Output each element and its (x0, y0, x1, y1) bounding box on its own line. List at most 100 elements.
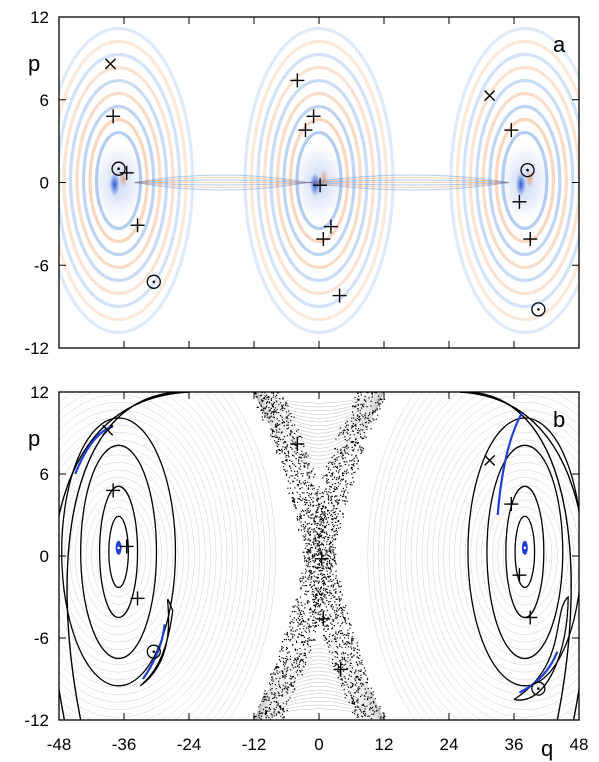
background-curve (253, 392, 385, 460)
plus-marker (290, 73, 305, 88)
background-curve (253, 686, 385, 720)
background-curve (253, 655, 385, 720)
background-curve (59, 447, 190, 665)
background-curve (212, 392, 266, 720)
background-curve (59, 392, 238, 720)
plus-marker (504, 123, 519, 138)
cross-marker (102, 424, 114, 436)
background-curve (416, 394, 579, 718)
circle-marker (111, 161, 126, 176)
island-center (117, 546, 120, 550)
background-curve (59, 424, 206, 688)
outer-orbit (59, 392, 190, 720)
background-curve (59, 439, 195, 673)
plus-marker (106, 109, 121, 124)
density-peak-pos (525, 169, 534, 188)
circle-marker (520, 162, 535, 178)
density-ring (75, 91, 162, 270)
x-tick-label: 48 (570, 735, 589, 754)
x-tick-label: -24 (177, 735, 202, 754)
plus-marker (298, 123, 313, 138)
plus-marker (316, 611, 331, 626)
y-tick-label: 12 (30, 383, 49, 402)
density-ring (81, 104, 156, 257)
density-ring (262, 65, 376, 296)
background-curve (497, 507, 553, 605)
background-curve (253, 700, 385, 720)
background-curve (475, 477, 574, 635)
circle-marker (531, 681, 546, 696)
y-tick-label: -6 (34, 629, 49, 648)
background-curve (394, 392, 459, 720)
density-peak-pos (320, 169, 328, 188)
y-tick-label: 6 (40, 465, 49, 484)
cross-marker (104, 58, 116, 70)
background-curve (220, 392, 271, 720)
background-curve (389, 392, 449, 720)
x-tick-label: 0 (314, 735, 323, 754)
background-curve (253, 704, 385, 720)
density-peak (109, 172, 120, 197)
background-curve (367, 392, 416, 720)
density-ring (275, 91, 363, 270)
plus-marker (523, 232, 538, 247)
y-tick-label: -12 (24, 339, 49, 358)
interference-fringe (134, 179, 509, 186)
panel-a-label: a (553, 32, 566, 57)
panel-b-phase-space (59, 392, 579, 720)
density-ring (488, 104, 562, 257)
invariant-curve (98, 485, 139, 619)
background-curve (410, 392, 579, 720)
background-curve (253, 693, 385, 720)
plus-marker (333, 662, 348, 677)
density-ring (282, 104, 356, 257)
outer-orbit (66, 392, 189, 720)
density-ring (468, 65, 579, 296)
interference-fringe (134, 174, 509, 191)
background-curve (59, 417, 211, 695)
background-curve (253, 674, 385, 720)
density-ring (88, 117, 149, 244)
panel-b-label: b (553, 407, 565, 432)
background-curve (253, 678, 385, 720)
density-ring (68, 78, 169, 283)
x-tick-label: 36 (505, 735, 524, 754)
plus-marker (119, 165, 134, 180)
x-tick-label: -48 (47, 735, 72, 754)
background-curve (253, 652, 385, 720)
plus-marker (512, 568, 527, 583)
density-peak (515, 172, 526, 197)
panel-a-ticks: 12 6 0 -6 -12 (24, 8, 580, 358)
plus-marker (314, 551, 329, 566)
background-curve (69, 477, 168, 635)
density-ring (243, 26, 395, 335)
interference-fringe (134, 174, 509, 191)
plus-marker (512, 194, 527, 209)
highlight-orbit (74, 425, 114, 475)
background-curve (383, 392, 440, 720)
circle-marker (146, 644, 161, 659)
density-ring (494, 117, 555, 244)
island-center (523, 546, 527, 550)
background-curve (253, 659, 385, 720)
plus-marker (130, 218, 145, 233)
invariant-curve (514, 515, 536, 589)
panel-b-ylabel: p (28, 426, 40, 451)
background-curve (253, 392, 385, 441)
background-curve (59, 454, 184, 658)
invariant-curve (80, 444, 158, 660)
density-ring (462, 52, 579, 309)
y-tick-label: -6 (34, 256, 49, 275)
background-curve (253, 392, 385, 423)
invariant-curve (486, 444, 564, 660)
background-curve (253, 392, 385, 445)
panel-b-xlabel: q (541, 736, 553, 761)
background-curve (59, 409, 217, 703)
background-curve (59, 432, 201, 680)
plus-marker (130, 591, 145, 606)
background-curve (185, 392, 249, 720)
background-curve (253, 392, 385, 434)
cross-marker (484, 454, 496, 466)
y-tick-label: 6 (40, 91, 49, 110)
